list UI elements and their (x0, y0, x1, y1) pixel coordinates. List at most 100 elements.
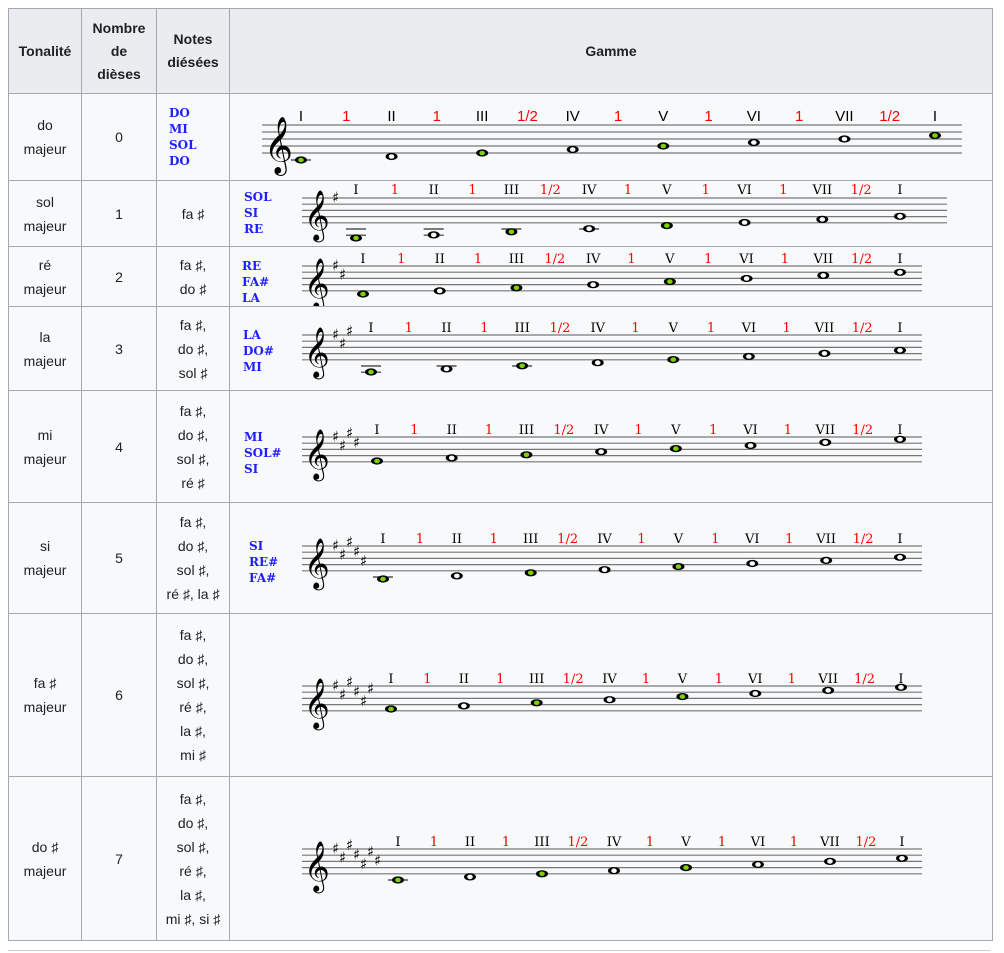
sharp-icon: ♯ (367, 679, 374, 697)
sharp-icon: ♯ (360, 552, 367, 570)
triad-label: RE (244, 222, 263, 236)
sharp-icon: ♯ (332, 676, 339, 694)
sharp-note: fa ♯, (179, 256, 207, 273)
sharp-icon: ♯ (360, 855, 367, 873)
note-hollow (820, 273, 827, 278)
highlighted-note (353, 235, 359, 241)
tonalite-cell: sol majeur (8, 180, 82, 247)
table-row: do majeur 0 DO MI SOL DO 𝄞 I 1 II 1 III 1/2 IV 1 V 1 VI 1 VI… (8, 93, 993, 181)
treble-clef-icon: 𝄞 (264, 116, 293, 175)
interval-label: 1 (416, 532, 424, 547)
gamme-cell: 𝄞 ♯ ♯ ♯ ♯ ♯ ♯ I 1 II 1 III 1/2 IV 1 V 1 VI 1 VII 1/2 I (229, 613, 993, 777)
sharp-icon: ♯ (339, 335, 346, 353)
note-hollow (897, 348, 903, 353)
sharp-icon: ♯ (332, 536, 339, 554)
note-hollow (586, 226, 592, 231)
tonalite-cell: fa ♯ majeur (8, 613, 82, 777)
sharp-icon: ♯ (339, 849, 346, 867)
sharp-icon: ♯ (353, 846, 360, 864)
interval-label: 1 (474, 252, 482, 267)
note-hollow (594, 360, 601, 365)
notes-cell: fa ♯, do ♯, sol ♯, ré ♯, la ♯ (156, 502, 230, 614)
gamme-cell: LA DO# MI 𝄞 ♯ ♯ ♯ I 1 II 1 III 1/2 IV 1 V 1 VI 1 VII 1/2 I (229, 306, 993, 391)
triad-label: FA# (249, 571, 276, 585)
table-row: fa ♯ majeur 6 fa ♯, do ♯, sol ♯, ré ♯, la ♯, mi … (8, 613, 993, 777)
note-hollow (749, 561, 756, 566)
tonalite-text: majeur (23, 862, 67, 879)
tonalite-text: la (39, 328, 51, 345)
interval-label: 1 (391, 183, 399, 198)
highlighted-note (539, 871, 545, 877)
interval-label: 1 (790, 835, 798, 850)
note-hollow (827, 859, 833, 864)
degree-label: I (897, 532, 902, 547)
note-hollow (443, 366, 450, 372)
divider (8, 950, 990, 951)
interval-label: 1/2 (568, 835, 589, 850)
highlighted-note (513, 285, 520, 291)
interval-label: 1 (502, 835, 510, 850)
sharp-note: sol ♯, (176, 838, 210, 855)
degree-label: II (452, 532, 462, 547)
degree-label: VII (814, 321, 835, 336)
nombre-cell: 0 (81, 93, 157, 181)
highlighted-note (683, 865, 689, 870)
note-hollow (899, 856, 905, 861)
sharp-icon: ♯ (332, 325, 339, 343)
notes-cell: fa ♯ (156, 180, 230, 247)
sharp-note: do ♯, (177, 651, 209, 667)
degree-label: III (534, 835, 549, 850)
interval-label: 1/2 (540, 183, 561, 198)
degree-label: II (447, 423, 457, 438)
treble-clef-icon: 𝄞 (304, 842, 330, 894)
interval-label: 1 (627, 252, 635, 267)
degree-label: II (459, 672, 469, 687)
interval-label: 1 (707, 321, 715, 336)
degree-label: IV (597, 532, 612, 547)
highlighted-note (374, 458, 380, 464)
interval-label: 1 (788, 672, 796, 687)
nombre-cell: 6 (81, 613, 157, 777)
note-hollow (825, 688, 831, 693)
interval-label: 1/2 (553, 423, 574, 438)
degree-label: I (395, 835, 400, 850)
degree-label: III (519, 423, 534, 438)
interval-label: 1 (430, 835, 438, 850)
note-hollow (606, 697, 613, 702)
degree-label: I (374, 423, 379, 438)
interval-label: 1 (783, 321, 791, 336)
tonalite-text: ré (38, 256, 52, 273)
degree-label: IV (590, 321, 605, 336)
interval-label: 1/2 (544, 252, 565, 267)
sharp-icon: ♯ (353, 683, 360, 701)
tonalite-text: majeur (23, 562, 67, 578)
note-hollow (897, 214, 903, 219)
gamme-cell: RE FA# LA 𝄞 ♯ ♯ I 1 II 1 III 1/2 IV 1 V 1 VI 1 VII 1/2 I (229, 246, 993, 307)
note-hollow (611, 868, 617, 873)
degree-label: III (509, 252, 524, 267)
highlighted-note (675, 564, 682, 569)
degree-label: I (897, 252, 902, 267)
tonalite-text: sol (36, 193, 54, 210)
tonalite-text: si (39, 538, 51, 554)
degree-label: V (677, 672, 688, 687)
interval-label: 1/2 (853, 532, 874, 547)
note-hollow (746, 354, 752, 359)
note-hollow (897, 437, 903, 442)
interval-label: 1/2 (851, 183, 872, 198)
note-hollow (752, 691, 759, 696)
interval-label: 1 (711, 532, 719, 547)
degree-label: II (435, 252, 445, 267)
sharp-note: ré ♯, (179, 862, 207, 879)
interval-label: 1 (702, 183, 710, 198)
sharp-icon: ♯ (332, 188, 339, 206)
degree-label: V (661, 183, 672, 198)
sharp-note: sol ♯, (176, 562, 210, 578)
interval-label: 1 (614, 108, 622, 125)
sharp-note: sol ♯ (178, 364, 208, 381)
highlighted-note (368, 369, 374, 375)
sharp-note: do ♯, (177, 426, 209, 443)
highlighted-note (508, 229, 515, 235)
sharp-note: ré ♯ (181, 474, 205, 491)
tonalite-cell: ré majeur (8, 246, 82, 307)
